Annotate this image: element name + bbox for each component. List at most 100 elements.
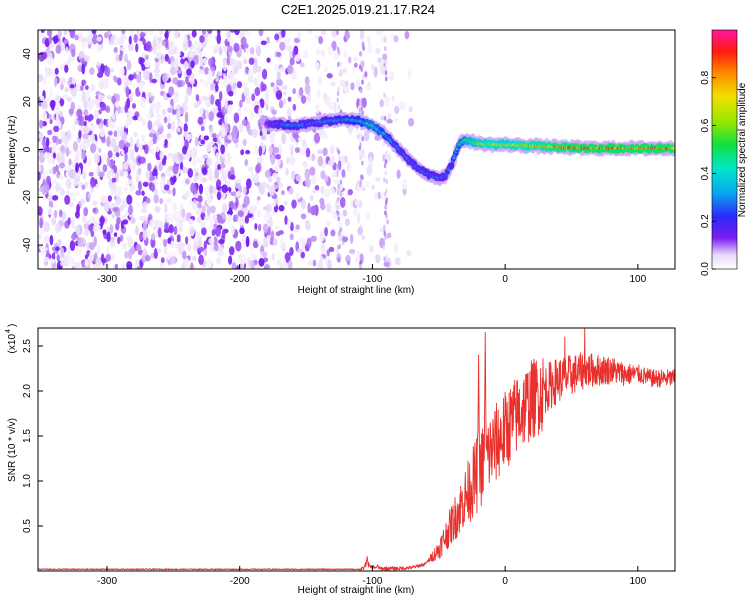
heatmap-cell bbox=[187, 168, 194, 178]
heatmap-cell bbox=[67, 217, 71, 225]
heatmap-cell bbox=[266, 57, 271, 63]
heatmap-cell bbox=[270, 202, 277, 207]
heatmap-cell bbox=[286, 107, 292, 118]
heatmap-cell bbox=[108, 121, 116, 129]
heatmap-cell bbox=[318, 127, 326, 139]
heatmap-cell bbox=[124, 142, 131, 148]
heatmap-cell bbox=[273, 146, 279, 154]
heatmap-cell bbox=[65, 146, 70, 157]
heatmap-cell bbox=[233, 112, 240, 124]
heatmap-cell bbox=[184, 236, 189, 245]
heatmap-cell bbox=[105, 245, 110, 256]
heatmap-cell bbox=[48, 52, 53, 58]
heatmap-cell bbox=[212, 185, 216, 195]
heatmap-cell bbox=[106, 231, 111, 243]
heatmap-cell bbox=[201, 205, 206, 214]
heatmap-cell bbox=[276, 77, 282, 86]
heatmap-cell bbox=[137, 167, 142, 176]
heatmap-cell bbox=[268, 185, 276, 196]
heatmap-cell bbox=[219, 47, 223, 56]
heatmap-cell bbox=[182, 177, 187, 187]
heatmap-cell bbox=[56, 171, 60, 179]
heatmap-cell bbox=[88, 224, 94, 232]
heatmap-cell bbox=[339, 61, 342, 67]
heatmap-cell bbox=[166, 251, 171, 261]
heatmap-cell bbox=[317, 260, 323, 269]
heatmap-cell bbox=[95, 183, 99, 190]
heatmap-cell bbox=[173, 225, 178, 235]
spectrogram-heatmap bbox=[38, 30, 675, 269]
heatmap-cell bbox=[147, 91, 152, 98]
heatmap-cell bbox=[135, 244, 142, 252]
heatmap-cell bbox=[347, 126, 354, 132]
heatmap-cell bbox=[245, 66, 249, 75]
heatmap-cell bbox=[111, 113, 116, 120]
heatmap-cell bbox=[200, 211, 206, 221]
heatmap-cell bbox=[83, 124, 91, 134]
snr-y-multiplier-base: (x10 bbox=[7, 334, 18, 354]
heatmap-cell bbox=[188, 218, 194, 225]
heatmap-cell bbox=[195, 94, 200, 102]
heatmap-cell bbox=[195, 208, 202, 216]
heatmap-cell bbox=[197, 116, 204, 125]
spectrogram-x-tick-label: -300 bbox=[97, 274, 117, 285]
heatmap-cell bbox=[176, 109, 181, 121]
heatmap-cell bbox=[292, 103, 297, 111]
heatmap-cell bbox=[309, 194, 314, 202]
heatmap-cell bbox=[169, 66, 177, 76]
heatmap-cell bbox=[135, 190, 142, 196]
heatmap-cell bbox=[116, 77, 122, 86]
heatmap-cell bbox=[353, 56, 359, 62]
heatmap-cell bbox=[145, 40, 152, 52]
heatmap-cell bbox=[90, 177, 96, 188]
heatmap-cell bbox=[197, 202, 202, 209]
heatmap-cell bbox=[100, 63, 105, 75]
heatmap-cell bbox=[171, 153, 177, 162]
heatmap-cell bbox=[359, 179, 362, 185]
heatmap-cell bbox=[198, 247, 205, 252]
heatmap-cell bbox=[252, 240, 259, 249]
heatmap-cell bbox=[52, 152, 57, 159]
heatmap-cell bbox=[240, 263, 245, 269]
colorbar-gradient bbox=[712, 30, 737, 269]
heatmap-cell bbox=[172, 201, 178, 213]
heatmap-cell bbox=[203, 248, 208, 257]
heatmap-cell bbox=[68, 158, 72, 166]
heatmap-cell bbox=[57, 138, 63, 145]
heatmap-cell bbox=[218, 90, 223, 102]
heatmap-cell bbox=[339, 196, 346, 208]
heatmap-cell bbox=[70, 101, 76, 111]
heatmap-cell bbox=[247, 75, 254, 83]
heatmap-cell bbox=[247, 213, 254, 219]
heatmap-cell bbox=[198, 69, 205, 75]
heatmap-cell bbox=[672, 146, 675, 151]
heatmap-cell bbox=[49, 137, 54, 145]
heatmap-cell bbox=[142, 220, 148, 231]
heatmap-cell bbox=[368, 245, 374, 253]
heatmap-cell bbox=[243, 87, 250, 98]
heatmap-cell bbox=[80, 198, 86, 205]
heatmap-cell bbox=[297, 136, 303, 142]
heatmap-cell bbox=[324, 226, 328, 237]
heatmap-cell bbox=[236, 81, 243, 89]
heatmap-cell bbox=[182, 250, 187, 260]
heatmap-cell bbox=[270, 229, 275, 241]
heatmap-cell bbox=[300, 251, 306, 259]
heatmap-cell bbox=[47, 57, 53, 66]
heatmap-cell bbox=[82, 171, 87, 180]
heatmap-cell bbox=[64, 164, 70, 172]
heatmap-cell bbox=[336, 198, 339, 204]
heatmap-cell bbox=[113, 232, 118, 238]
heatmap-cell bbox=[287, 217, 292, 229]
heatmap-cell bbox=[80, 85, 84, 92]
heatmap-cell bbox=[227, 134, 232, 140]
heatmap-cell bbox=[156, 41, 162, 50]
heatmap-cell bbox=[377, 57, 382, 63]
heatmap-cell bbox=[222, 75, 229, 88]
spectrogram-x-axis-label: Height of straight line (km) bbox=[298, 285, 415, 296]
heatmap-cell bbox=[235, 240, 242, 252]
heatmap-cell bbox=[219, 250, 224, 257]
heatmap-cell bbox=[262, 241, 269, 248]
heatmap-cell bbox=[355, 79, 361, 89]
heatmap-cell bbox=[133, 34, 138, 43]
